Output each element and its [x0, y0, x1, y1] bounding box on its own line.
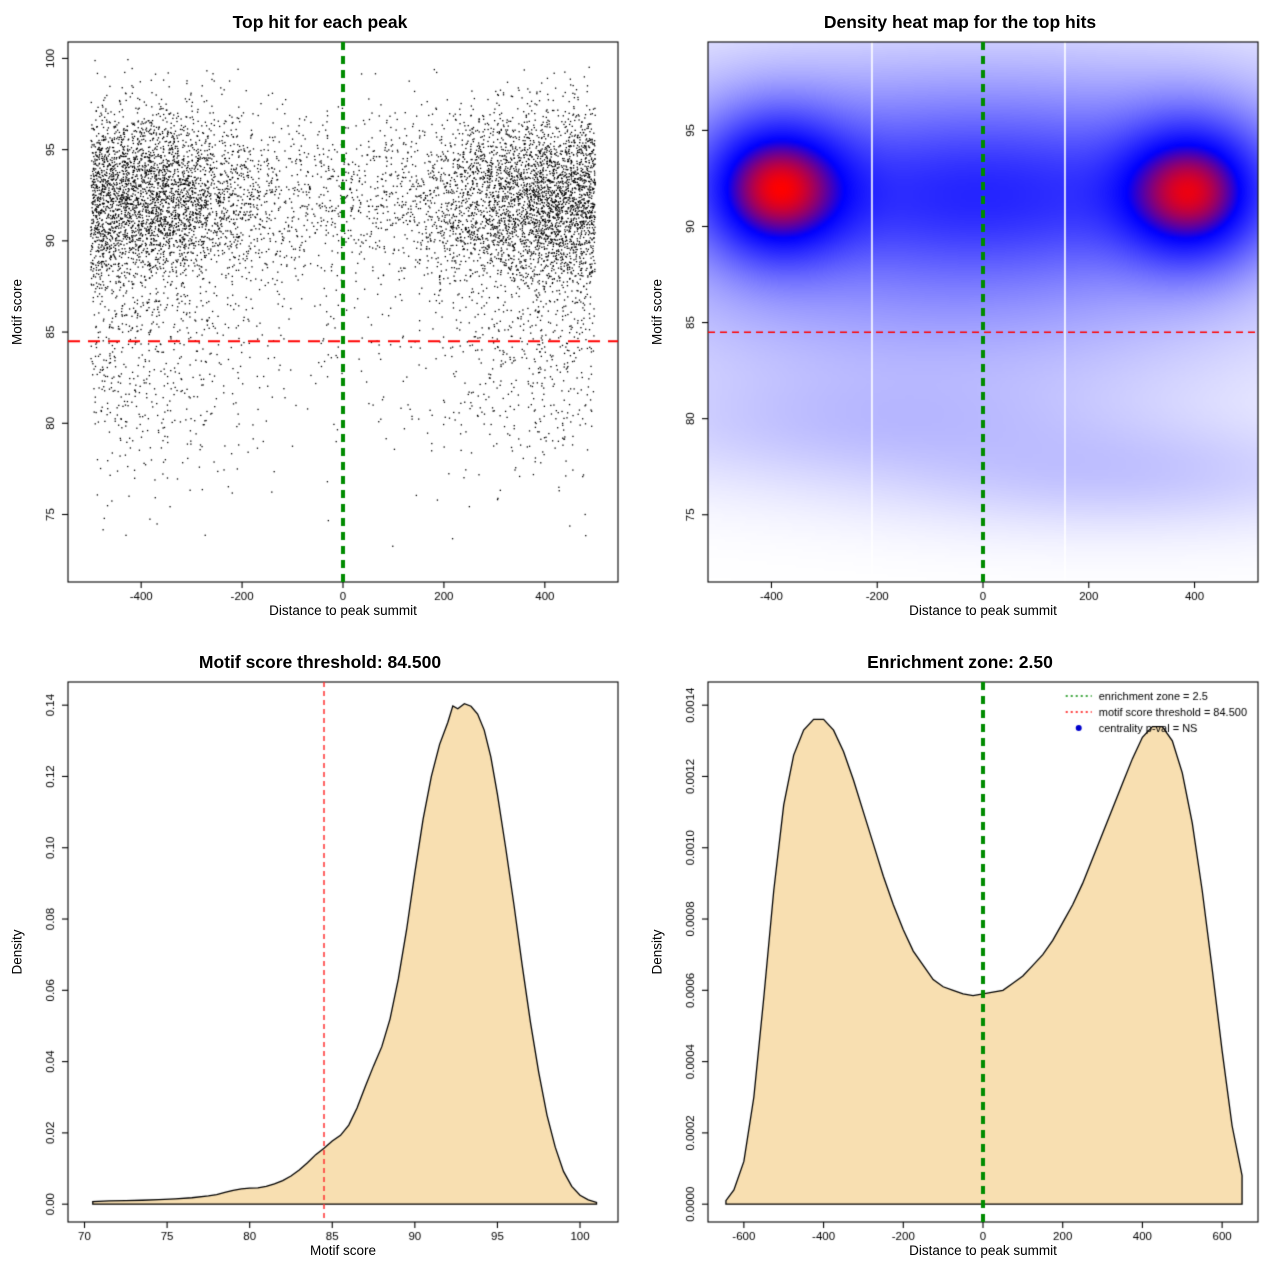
panel-enrichment-zone-density: Enrichment zone: 2.50 Distance to peak s…: [640, 640, 1280, 1280]
enrichment-zone-density-canvas: [640, 640, 1280, 1280]
chart-title: Top hit for each peak: [232, 12, 408, 32]
panel-motif-score-density: Motif score threshold: 84.500 Motif scor…: [0, 640, 640, 1280]
y-axis-label: Motif score: [9, 278, 25, 346]
x-axis-label: Motif score: [309, 1243, 377, 1258]
motif-score-density-canvas: [0, 640, 640, 1280]
y-axis-label: Density: [649, 929, 665, 975]
x-axis-label: Distance to peak summit: [909, 1243, 1057, 1258]
y-axis-label: Motif score: [649, 278, 665, 346]
x-axis-label: Distance to peak summit: [269, 603, 417, 618]
x-axis-label: Distance to peak summit: [909, 603, 1057, 618]
panel-density-heatmap: Density heat map for the top hits Distan…: [640, 0, 1280, 640]
top-hit-scatter-canvas: [0, 0, 640, 640]
density-heatmap-canvas: [640, 0, 1280, 640]
panel-top-hit-scatter: Top hit for each peak Distance to peak s…: [0, 0, 640, 640]
y-axis-label: Density: [9, 929, 25, 975]
chart-title: Density heat map for the top hits: [823, 12, 1097, 32]
chart-title: Motif score threshold: 84.500: [198, 652, 442, 672]
chart-title: Enrichment zone: 2.50: [867, 652, 1053, 672]
